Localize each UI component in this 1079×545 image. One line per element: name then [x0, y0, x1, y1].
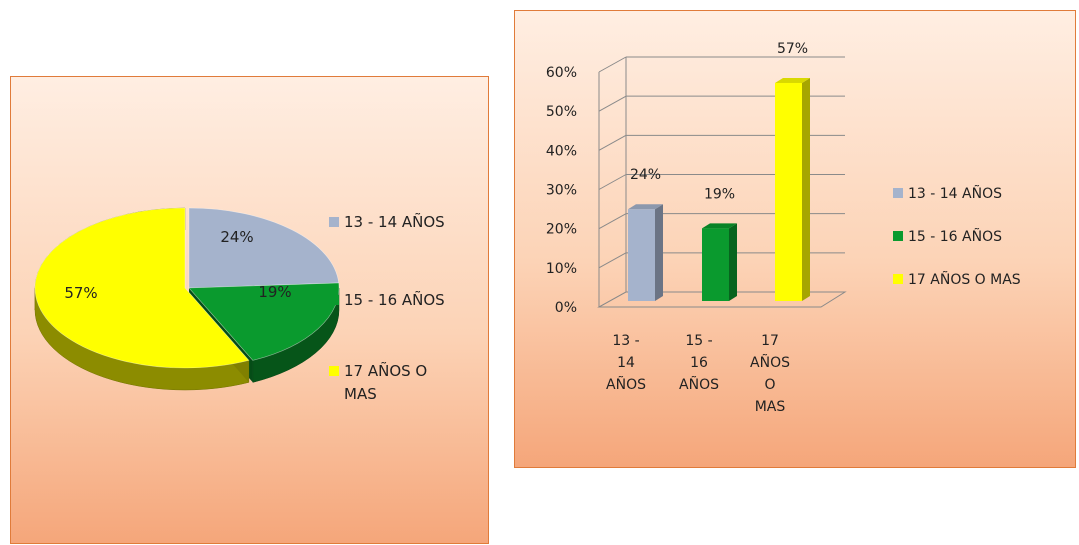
legend-label: 15 - 16 AÑOS — [344, 290, 445, 309]
gridline-diagonal — [598, 213, 627, 230]
legend-swatch — [893, 231, 903, 241]
pie-slice — [34, 207, 250, 369]
bar-chart: 0% 10% 20% 30% 40% 50% 60% 24% 19% 57% 13 - 14 AÑOS 1… — [546, 41, 1021, 415]
bar-top — [702, 223, 737, 229]
bar — [702, 228, 729, 301]
legend-label: 15 - 16 AÑOS — [908, 228, 1002, 245]
bar-data-label: 19% — [704, 186, 735, 202]
y-tick-label: 20% — [546, 222, 577, 238]
y-tick-label: 40% — [546, 143, 577, 159]
legend-swatch — [329, 366, 339, 376]
x-category-label: AÑOS — [606, 376, 646, 393]
y-tick-label: 60% — [546, 65, 577, 81]
y-tick-label: 0% — [555, 300, 577, 316]
pie-data-label: 57% — [64, 284, 97, 302]
legend-swatch — [329, 295, 339, 305]
pie-data-label: 24% — [220, 228, 253, 246]
gridline-diagonal — [598, 56, 627, 73]
x-category-label: 13 - — [612, 333, 639, 349]
y-tick-label: 50% — [546, 104, 577, 120]
legend-label: 17 AÑOS O — [344, 361, 427, 380]
x-category-label: 14 — [617, 355, 635, 371]
x-category-label: AÑOS — [679, 376, 719, 393]
pie-chart-panel: 24% 19% 57% 13 - 14 AÑOS 15 - 16 AÑOS 17 AÑOS… — [10, 76, 489, 544]
bar-data-label: 57% — [777, 41, 808, 57]
gridline-diagonal — [598, 252, 627, 269]
legend-label: 13 - 14 AÑOS — [908, 185, 1002, 202]
legend-swatch — [893, 274, 903, 284]
legend-swatch — [893, 188, 903, 198]
bar-data-label: 24% — [630, 167, 661, 183]
legend-label: 13 - 14 AÑOS — [344, 212, 445, 231]
pie-chart: 24% 19% 57% 13 - 14 AÑOS 15 - 16 AÑOS 17 AÑOS… — [34, 207, 445, 403]
pie-slice — [188, 207, 340, 289]
gridline-diagonal — [598, 95, 627, 112]
legend-swatch — [329, 217, 339, 227]
bar — [775, 82, 802, 301]
y-tick-label: 30% — [546, 183, 577, 199]
y-tick-label: 10% — [546, 261, 577, 277]
x-category-label: MAS — [755, 399, 786, 415]
bar — [628, 209, 655, 301]
x-category-label: 16 — [690, 355, 708, 371]
bar-side — [729, 223, 737, 301]
bar-side — [655, 204, 663, 301]
gridline-diagonal — [598, 174, 627, 190]
x-category-label: O — [764, 377, 775, 393]
bar-side — [802, 77, 810, 301]
gridline-diagonal — [598, 134, 627, 151]
pie-slice — [188, 282, 340, 361]
chart-floor — [597, 291, 847, 308]
legend-label: MAS — [344, 385, 377, 403]
x-category-label: 17 — [761, 333, 779, 349]
x-category-label: AÑOS — [750, 354, 790, 371]
legend-label: 17 AÑOS O MAS — [908, 271, 1021, 288]
bar-top — [628, 204, 663, 210]
x-category-label: 15 - — [685, 333, 712, 349]
pie-data-label: 19% — [258, 283, 291, 301]
bar-top — [775, 77, 810, 83]
bar-chart-panel: 0% 10% 20% 30% 40% 50% 60% 24% 19% 57% 13 - 14 AÑOS 1… — [514, 10, 1076, 468]
